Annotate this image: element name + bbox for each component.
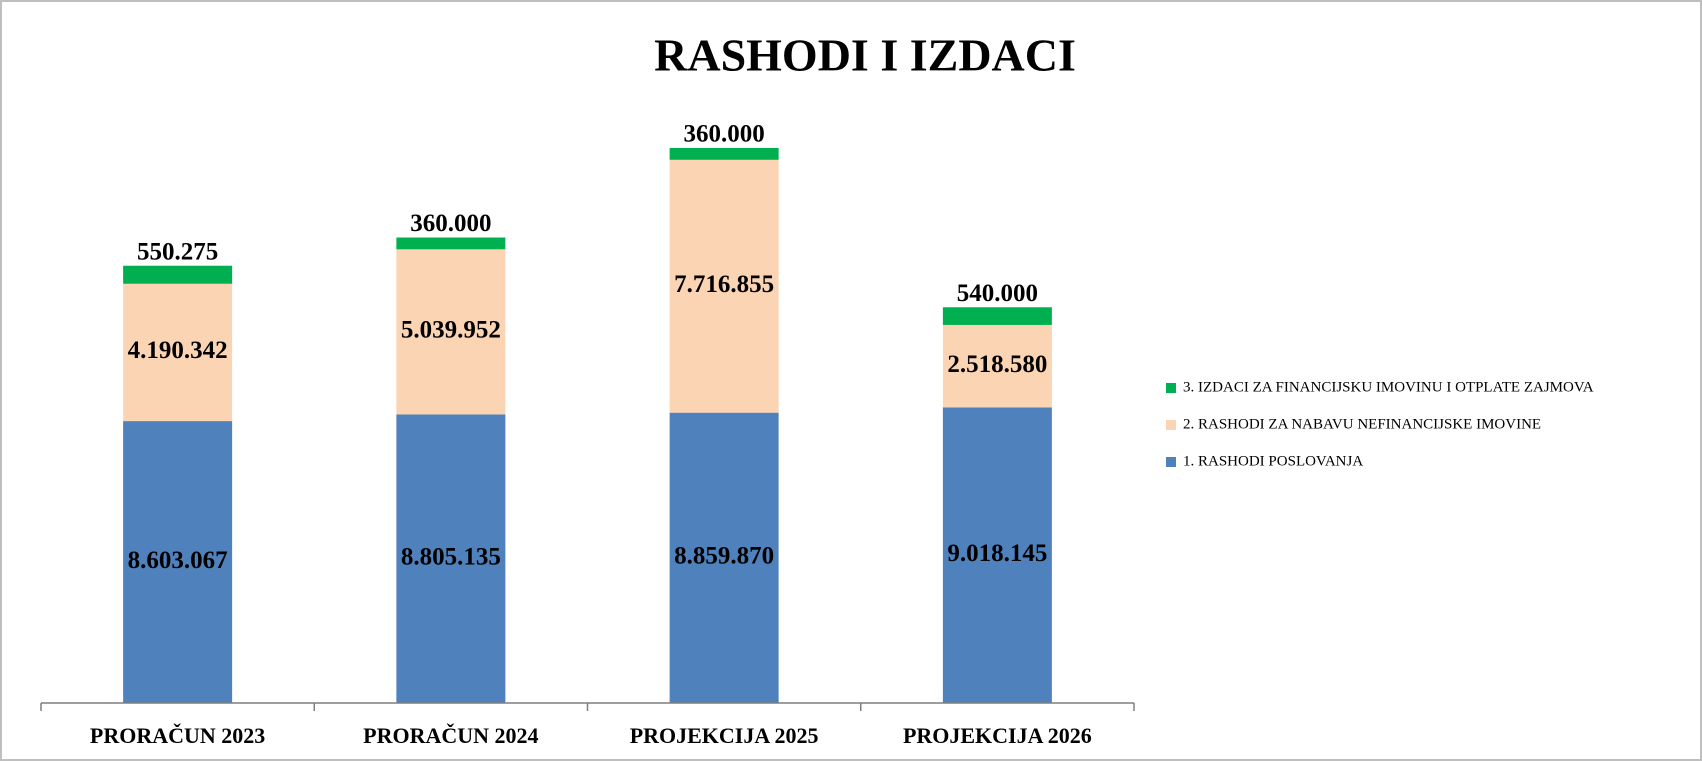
bar-segment [396, 237, 506, 250]
value-label: 540.000 [957, 280, 1038, 307]
x-tick-label: PROJEKCIJA 2026 [903, 723, 1092, 748]
value-label: 7.716.855 [674, 271, 774, 298]
bar-segment [669, 412, 779, 703]
bar-segment [942, 307, 1052, 325]
bar-segment [123, 283, 233, 422]
bar-segment [669, 148, 779, 160]
legend-swatch [1166, 420, 1176, 430]
value-label: 360.000 [684, 121, 765, 148]
legend-swatch [1166, 383, 1176, 393]
legend-label: 1. RASHODI POSLOVANJA [1183, 453, 1363, 469]
bar-segment [669, 159, 779, 413]
bar-segment [942, 324, 1052, 408]
value-label: 8.859.870 [674, 543, 774, 570]
value-label: 8.603.067 [128, 547, 228, 574]
value-label: 4.190.342 [128, 337, 228, 364]
legend-swatch [1166, 457, 1176, 467]
bar-segment [396, 414, 506, 703]
value-label: 2.518.580 [947, 351, 1047, 378]
x-tick-label: PROJEKCIJA 2025 [630, 723, 819, 748]
legend-label: 2. RASHODI ZA NABAVU NEFINANCIJSKE IMOVI… [1183, 416, 1541, 432]
bar-segment [123, 421, 233, 703]
value-label: 5.039.952 [401, 317, 501, 344]
x-tick-label: PRORAČUN 2024 [363, 723, 538, 748]
legend-label: 3. IZDACI ZA FINANCIJSKU IMOVINU I OTPLA… [1183, 379, 1594, 395]
bar-segment [942, 407, 1052, 703]
chart-title: RASHODI I IZDACI [654, 30, 1076, 81]
value-label: 9.018.145 [947, 540, 1047, 567]
value-label: 8.805.135 [401, 543, 501, 570]
bar-segment [396, 249, 506, 415]
bar-segment [123, 265, 233, 284]
value-label: 550.275 [137, 238, 218, 265]
x-tick-label: PRORAČUN 2023 [90, 723, 265, 748]
value-label: 360.000 [410, 210, 491, 237]
